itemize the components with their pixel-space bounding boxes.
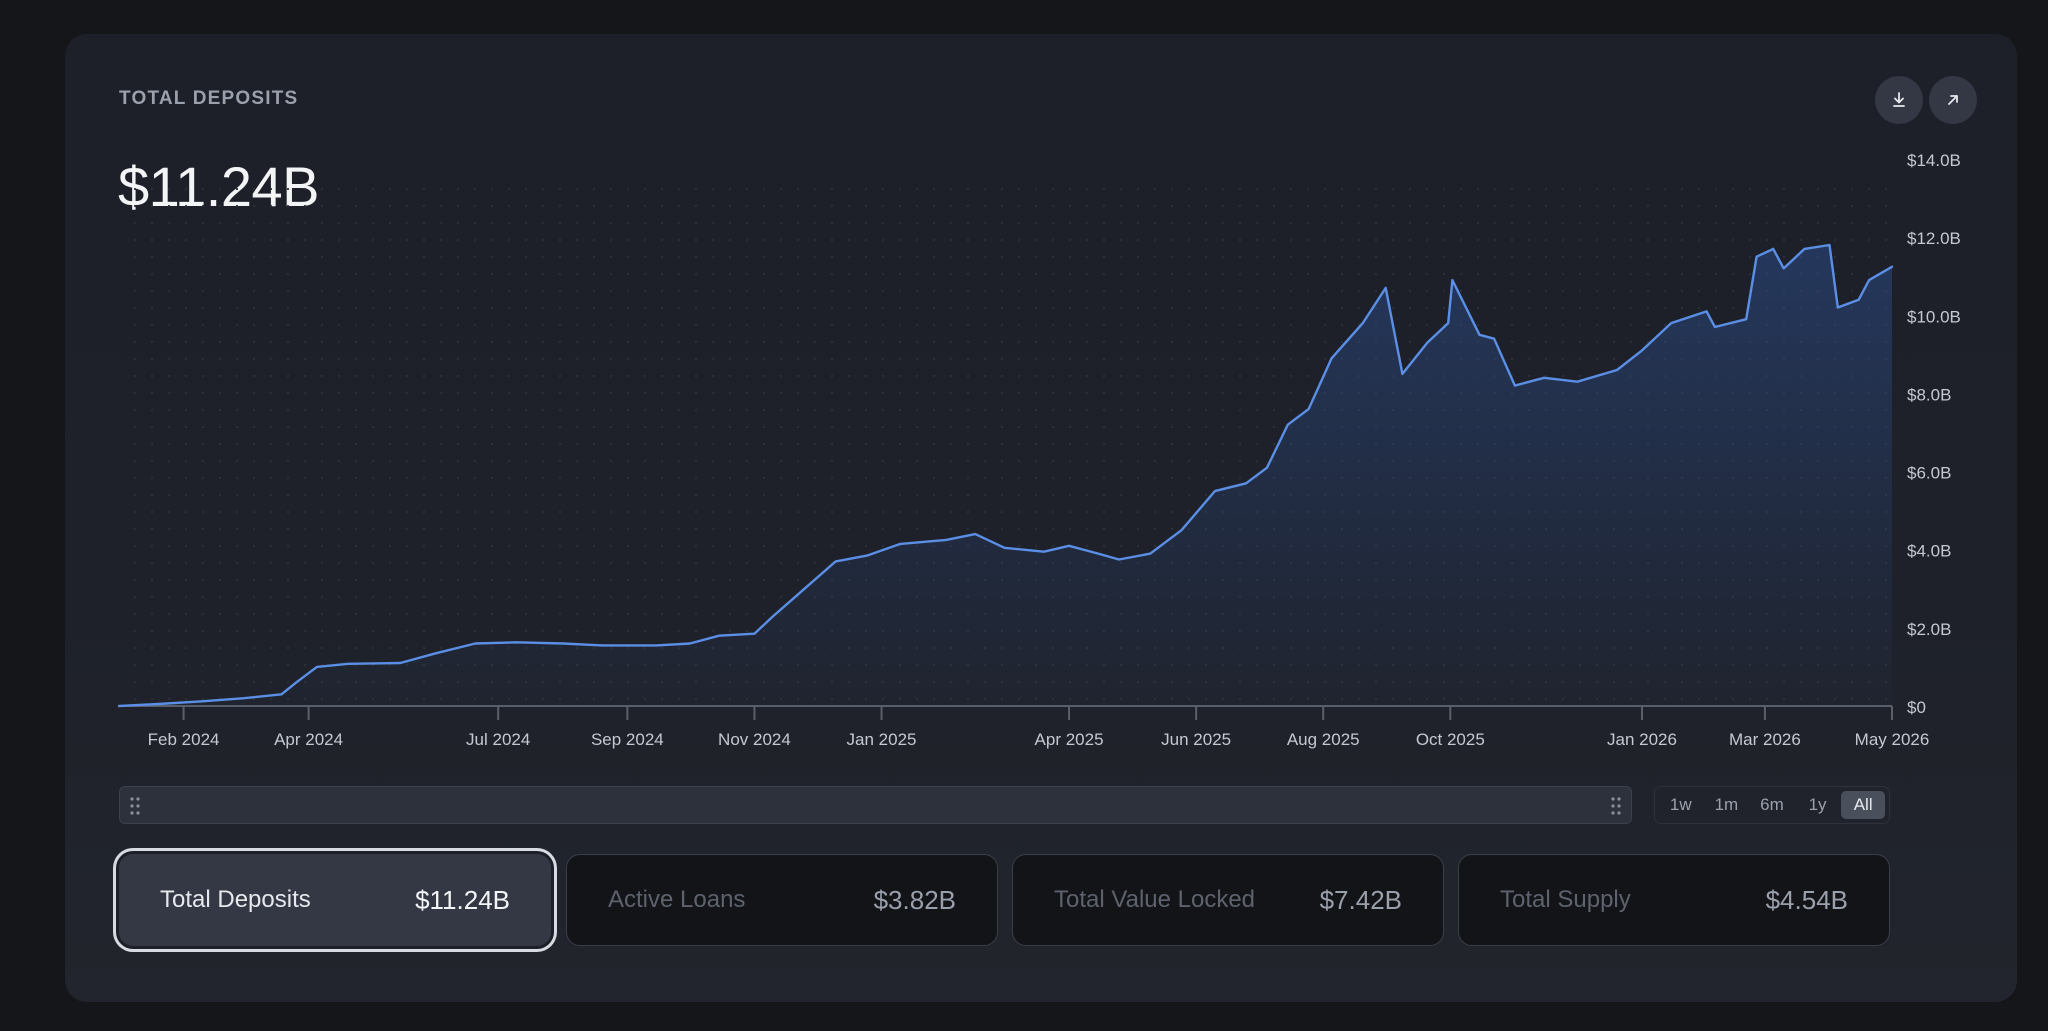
range-all-button[interactable]: All (1841, 791, 1885, 819)
metric-label: Total Deposits (160, 886, 311, 913)
expand-button[interactable] (1929, 76, 1977, 124)
y-tick-label: $4.0B (1907, 542, 1951, 561)
x-tick-label: Oct 2025 (1416, 730, 1485, 749)
x-tick-label: Aug 2025 (1287, 730, 1360, 749)
x-tick-label: Jun 2025 (1161, 730, 1231, 749)
metric-value: $4.54B (1765, 884, 1848, 915)
metric-label: Active Loans (608, 886, 746, 913)
x-tick-label: Feb 2024 (148, 730, 220, 749)
x-tick-label: Sep 2024 (591, 730, 664, 749)
metric-value: $7.42B (1319, 884, 1402, 915)
drag-handle-icon[interactable] (1609, 795, 1623, 817)
y-tick-label: $10.0B (1907, 307, 1961, 326)
card-title: TOTAL DEPOSITS (119, 88, 299, 109)
x-tick-label: Jan 2025 (847, 730, 917, 749)
metric-total-deposits[interactable]: Total Deposits $11.24B (119, 854, 551, 946)
series-area (119, 245, 1892, 706)
download-icon (1893, 92, 1905, 107)
arrow-up-right-icon (1948, 95, 1958, 105)
range-1y-button[interactable]: 1y (1808, 795, 1827, 814)
drag-handle-icon[interactable] (128, 795, 142, 817)
x-tick-label: May 2026 (1855, 730, 1930, 749)
y-tick-label: $8.0B (1907, 385, 1951, 404)
x-tick-label: Apr 2025 (1035, 730, 1104, 749)
metric-active-loans[interactable]: Active Loans $3.82B (566, 854, 998, 946)
range-1m-button[interactable]: 1m (1714, 795, 1739, 814)
x-tick-label: Jul 2024 (466, 730, 530, 749)
range-6m-button[interactable]: 6m (1760, 795, 1784, 814)
range-slider[interactable] (119, 786, 1632, 824)
metric-label: Total Supply (1500, 886, 1631, 913)
y-tick-label: $0 (1907, 698, 1926, 717)
x-tick-label: Nov 2024 (718, 730, 791, 749)
time-range-selector: 1w 1m 6m 1y All (1654, 786, 1890, 824)
y-tick-label: $2.0B (1907, 620, 1951, 639)
y-tick-label: $12.0B (1907, 229, 1961, 248)
range-1w-button[interactable]: 1w (1669, 795, 1692, 814)
x-tick-label: Jan 2026 (1607, 730, 1677, 749)
metric-total-value-locked[interactable]: Total Value Locked $7.42B (1012, 854, 1444, 946)
metric-total-supply[interactable]: Total Supply $4.54B (1458, 854, 1890, 946)
y-tick-label: $6.0B (1907, 464, 1951, 483)
series-line (117, 243, 1894, 708)
download-button[interactable] (1875, 76, 1923, 124)
total-deposits-card: TOTAL DEPOSITS $11.24B $14.0B $12.0B $10.0… (65, 34, 2017, 1002)
deposits-area-chart: $14.0B $12.0B $10.0B $8.0B $6.0B $4.0B $2.0B $0… (117, 151, 1961, 749)
x-tick-label: Mar 2026 (1729, 730, 1801, 749)
metric-label: Total Value Locked (1054, 886, 1256, 913)
y-tick-label: $14.0B (1907, 151, 1961, 170)
x-tick-label: Apr 2024 (274, 730, 343, 749)
metric-value: $3.82B (873, 884, 956, 915)
metric-value: $11.24B (415, 884, 510, 915)
